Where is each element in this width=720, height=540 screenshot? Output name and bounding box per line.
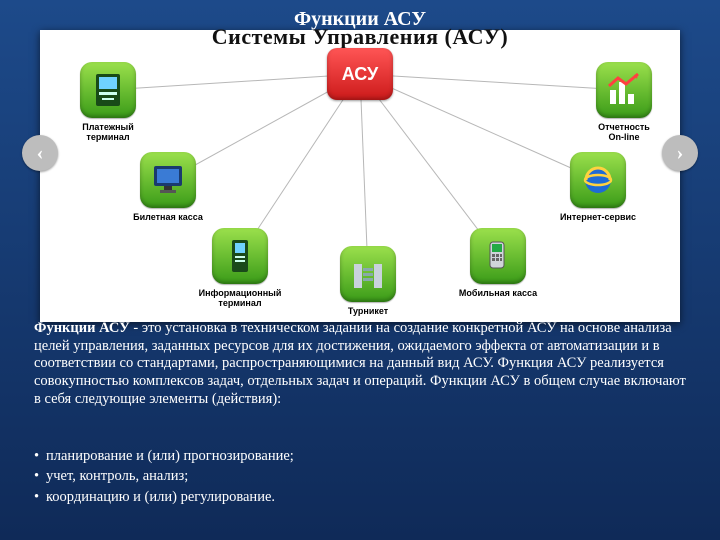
node-turnstile: Турникет xyxy=(320,246,416,316)
node-payment: Платежный терминал xyxy=(60,62,156,143)
slide: Функции АСУ Системы Управления (АСУ) ‹ ›… xyxy=(0,0,720,540)
bullet-text: учет, контроль, анализ; xyxy=(46,468,188,484)
report-icon xyxy=(596,62,652,118)
ticket-icon xyxy=(140,152,196,208)
node-label: Билетная касса xyxy=(120,212,216,222)
mobile-icon xyxy=(470,228,526,284)
body-bold-lead: Функции АСУ xyxy=(34,320,130,336)
node-label: Отчетность On-line xyxy=(576,122,672,143)
acs-diagram: Системы Управления (АСУ) ‹ › АСУ Платежн… xyxy=(40,30,680,322)
prev-arrow[interactable]: ‹ xyxy=(22,135,58,171)
chevron-left-icon: ‹ xyxy=(37,142,44,165)
bullet-text: координацию и (или) регулирование. xyxy=(46,489,275,505)
chevron-right-icon: › xyxy=(677,142,684,165)
body-rest: - это установка в техническом задании на… xyxy=(34,320,686,407)
node-label: Мобильная касса xyxy=(450,288,546,298)
body-paragraph: Функции АСУ - это установка в техническо… xyxy=(34,320,694,408)
info-icon xyxy=(212,228,268,284)
slide-title: Функции АСУ xyxy=(0,8,720,31)
node-report: Отчетность On-line xyxy=(576,62,672,143)
node-mobile: Мобильная касса xyxy=(450,228,546,298)
node-ticket: Билетная касса xyxy=(120,152,216,222)
center-node-label: АСУ xyxy=(342,64,379,85)
node-internet: Интернет-сервис xyxy=(550,152,646,222)
list-item: учет, контроль, анализ; xyxy=(34,466,694,486)
payment-icon xyxy=(80,62,136,118)
turnstile-icon xyxy=(340,246,396,302)
next-arrow[interactable]: › xyxy=(662,135,698,171)
center-node: АСУ xyxy=(327,48,393,100)
node-info: Информационный терминал xyxy=(192,228,288,309)
bullet-list: планирование и (или) прогнозирование; уч… xyxy=(34,446,694,507)
node-label: Информационный терминал xyxy=(192,288,288,309)
bullet-text: планирование и (или) прогнозирование; xyxy=(46,448,294,464)
node-label: Интернет-сервис xyxy=(550,212,646,222)
node-label: Платежный терминал xyxy=(60,122,156,143)
list-item: координацию и (или) регулирование. xyxy=(34,487,694,507)
list-item: планирование и (или) прогнозирование; xyxy=(34,446,694,466)
internet-icon xyxy=(570,152,626,208)
node-label: Турникет xyxy=(320,306,416,316)
